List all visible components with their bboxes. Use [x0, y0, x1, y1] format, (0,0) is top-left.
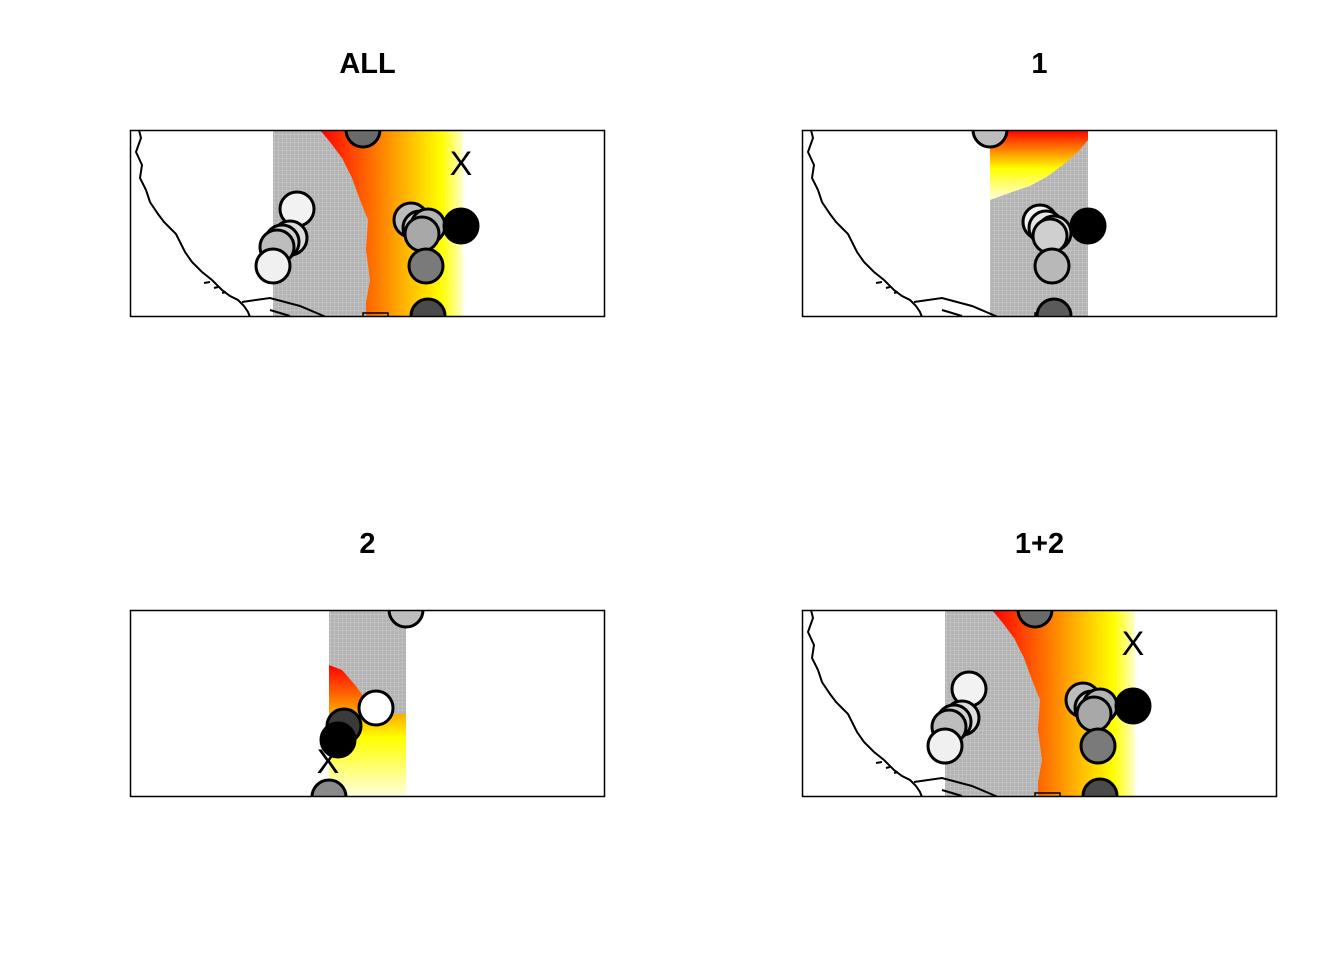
data-point-onetwo-10 [1075, 695, 1113, 733]
data-point-all-1 [344, 130, 382, 149]
panel-title-1-plus-2: 1+2 [1014, 528, 1065, 560]
heat-region-two [329, 665, 406, 797]
coastline-all [134, 130, 251, 317]
gulf-onetwo [941, 789, 963, 797]
data-point-one-7 [1033, 247, 1071, 285]
data-point-all-11 [442, 207, 480, 245]
data-point-all-10 [403, 215, 441, 253]
islands-onetwo [875, 761, 899, 774]
map-panel-1 [801, 129, 1278, 318]
map-panel-2: X [129, 609, 606, 798]
map-panel-all: X [129, 129, 606, 318]
border-onetwo [913, 776, 999, 797]
panel-title-1: 1 [1031, 48, 1048, 80]
data-point-one-6 [1069, 207, 1107, 245]
data-point-two-5 [310, 778, 348, 797]
coastline-onetwo [806, 610, 923, 797]
optimum-marker-onetwo: X [1122, 625, 1145, 663]
inlet-onetwo [1034, 792, 1061, 797]
data-point-one-1 [971, 130, 1009, 149]
islands-all [203, 281, 227, 294]
data-point-two-2 [357, 689, 395, 727]
border-one [913, 296, 999, 317]
data-point-onetwo-11 [1114, 687, 1152, 725]
panel-title-2: 2 [359, 528, 376, 560]
border-all [241, 296, 327, 317]
map-frame-one [801, 129, 1278, 318]
heat-region-one [990, 130, 1088, 200]
data-point-two-1 [387, 610, 425, 629]
gulf-one [941, 309, 963, 317]
optimum-marker-two: X [317, 743, 340, 781]
data-point-all-6 [254, 247, 292, 285]
data-point-all-12 [407, 247, 445, 285]
panel-title-all: ALL [339, 48, 396, 80]
gulf-all [269, 309, 291, 317]
data-point-onetwo-12 [1079, 727, 1117, 765]
map-frame-two [129, 609, 606, 798]
map-panel-1-plus-2: X [801, 609, 1278, 798]
data-point-onetwo-6 [926, 727, 964, 765]
data-point-two-4 [319, 721, 357, 759]
optimum-marker-all: X [450, 145, 473, 183]
coastline-one [806, 130, 923, 317]
data-point-onetwo-1 [1016, 610, 1054, 629]
islands-one [875, 281, 899, 294]
map-frame-onetwo [801, 609, 1278, 798]
map-frame-all [129, 129, 606, 318]
inlet-all [362, 312, 389, 317]
